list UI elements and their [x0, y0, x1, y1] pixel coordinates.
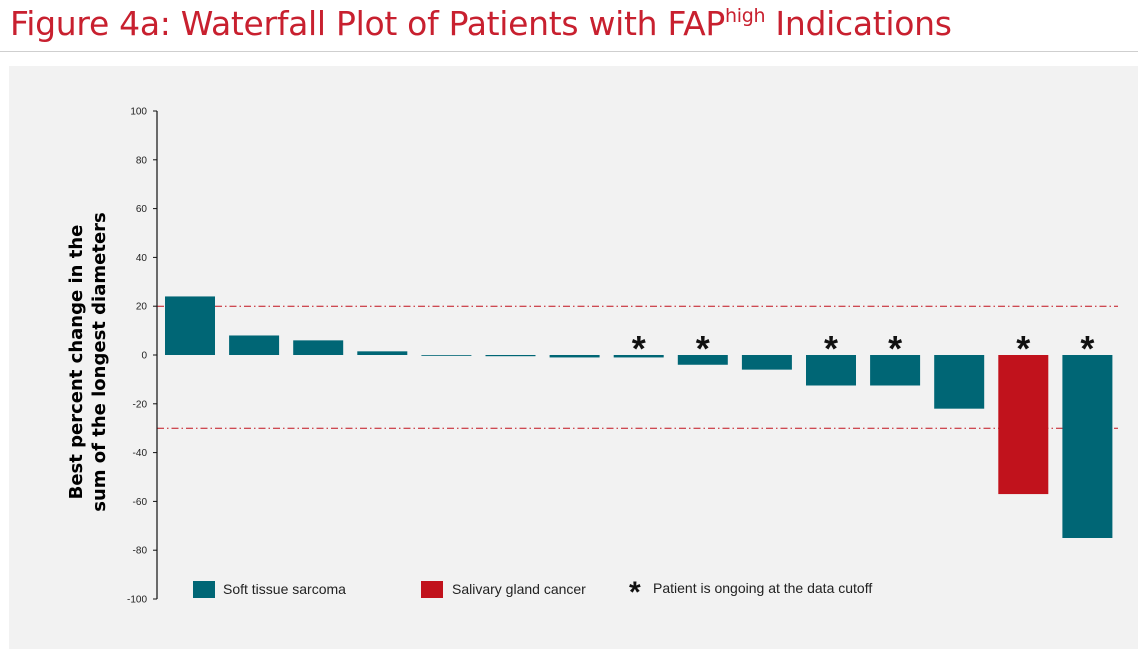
legend-label-soft-tissue-sarcoma: Soft tissue sarcoma: [223, 581, 346, 597]
y-tick-label--40: -40: [133, 448, 148, 459]
ongoing-marker-15: *: [1080, 328, 1094, 369]
y-tick-label-0: 0: [141, 351, 147, 362]
page-title-superscript: high: [725, 5, 766, 27]
ongoing-marker-12: *: [888, 328, 902, 369]
y-tick-label--100: -100: [127, 595, 147, 606]
waterfall-bar-8: [613, 355, 664, 358]
waterfall-bar-3: [293, 340, 344, 355]
waterfall-bar-13: [934, 355, 985, 409]
ongoing-marker-8: *: [632, 328, 646, 369]
waterfall-bar-6: [485, 355, 536, 357]
y-tick-label-100: 100: [130, 107, 147, 118]
y-tick-label-40: 40: [136, 253, 148, 264]
waterfall-bar-4: [357, 351, 408, 355]
waterfall-bar-9: [677, 355, 728, 365]
y-tick-label-60: 60: [136, 204, 148, 215]
legend-label-ongoing: Patient is ongoing at the data cutoff: [653, 580, 873, 596]
ongoing-marker-14: *: [1016, 328, 1030, 369]
waterfall-bar-5: [421, 355, 472, 356]
waterfall-bar-7: [549, 355, 600, 358]
y-tick-label--60: -60: [133, 497, 148, 508]
title-divider: [0, 51, 1138, 52]
page-title-text: Figure 4a: Waterfall Plot of Patients wi…: [10, 4, 725, 43]
legend-label-salivary-gland-cancer: Salivary gland cancer: [452, 581, 586, 597]
y-tick-label--80: -80: [133, 546, 148, 557]
ongoing-marker-9: *: [696, 328, 710, 369]
waterfall-bar-2: [229, 335, 280, 355]
legend-swatch-soft-tissue-sarcoma: [193, 581, 215, 598]
waterfall-bar-12: [870, 355, 921, 386]
page-title: Figure 4a: Waterfall Plot of Patients wi…: [10, 4, 952, 43]
waterfall-bar-14: [998, 355, 1049, 495]
ongoing-marker-11: *: [824, 328, 838, 369]
page-title-suffix: Indications: [765, 4, 952, 43]
waterfall-bar-15: [1062, 355, 1113, 538]
legend-ongoing-star-icon: *: [629, 576, 641, 609]
y-tick-label-20: 20: [136, 302, 148, 313]
y-tick-label-80: 80: [136, 155, 148, 166]
waterfall-bar-11: [806, 355, 856, 386]
y-tick-label--20: -20: [133, 399, 148, 410]
legend-swatch-salivary-gland-cancer: [421, 581, 443, 598]
waterfall-bar-10: [741, 355, 792, 370]
waterfall-bar-1: [165, 296, 215, 355]
